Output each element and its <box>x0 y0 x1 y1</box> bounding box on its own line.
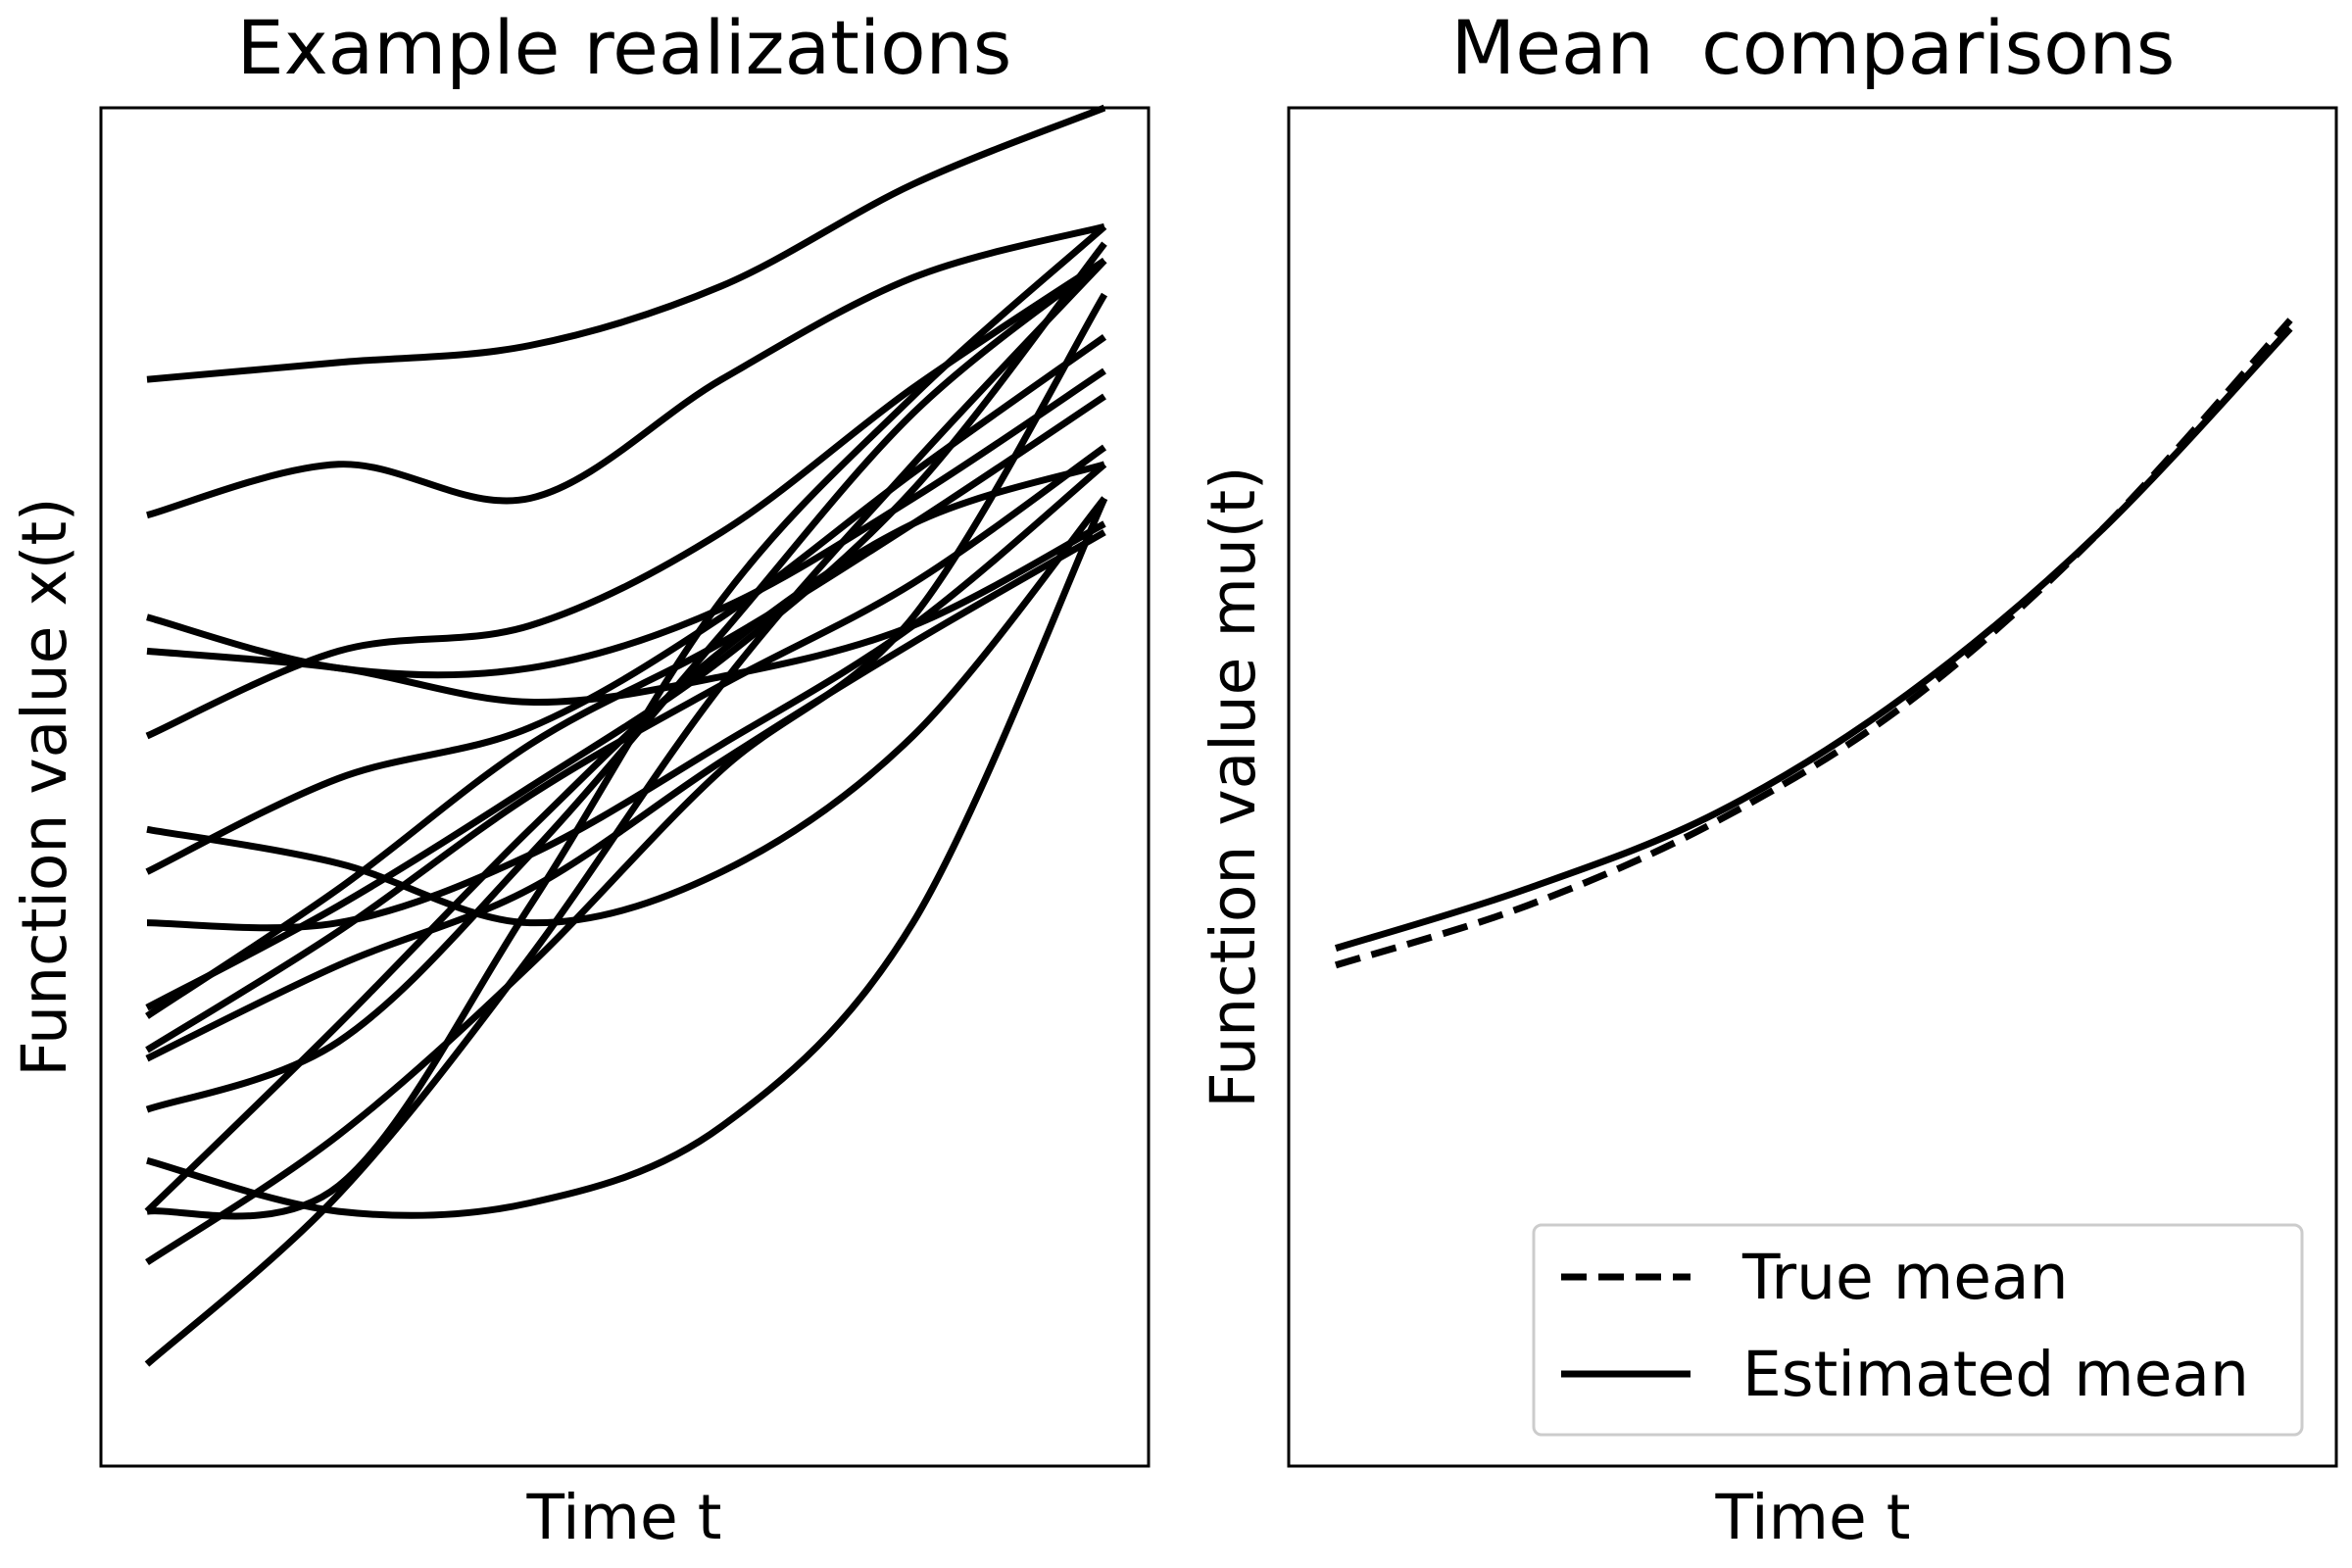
left-realization-18-line <box>146 104 1106 383</box>
left-y-axis-label: Function value x(t) <box>9 497 80 1076</box>
left-plot-lines <box>144 104 1108 1367</box>
right-plot-lines <box>1334 318 2293 969</box>
left-axes-frame <box>99 106 1151 1468</box>
left-panel: Example realizations Time t Function val… <box>9 4 1151 1553</box>
left-realization-15-line <box>146 368 1106 679</box>
left-chart-title: Example realizations <box>237 4 1012 91</box>
left-realization-1-line <box>144 258 1107 1367</box>
left-realization-10-line <box>145 258 1107 1113</box>
left-x-axis-label: Time t <box>526 1482 722 1553</box>
right-x-axis-label: Time t <box>1715 1482 1911 1553</box>
right-axes-frame <box>1287 106 2338 1468</box>
left-realization-11-line <box>146 462 1107 932</box>
left-realization-14-line <box>145 257 1106 740</box>
right-y-axis-label: Function value mu(t) <box>1198 466 1269 1107</box>
left-realization-17-line <box>146 222 1105 519</box>
left-realization-3-line <box>146 497 1108 1219</box>
legend-box <box>1532 1223 2304 1437</box>
left-realization-12-line <box>146 496 1107 927</box>
right-panel: Mean comparisons Time t Function value m… <box>1198 4 2338 1553</box>
right-true-mean-line <box>1334 318 2293 969</box>
left-realization-6-line <box>145 393 1106 1019</box>
legend: True mean Estimated mean <box>1532 1223 2304 1437</box>
right-estimated-mean-line <box>1334 325 2293 952</box>
legend-estimated-mean-label: Estimated mean <box>1742 1339 2249 1410</box>
legend-true-mean-label: True mean <box>1741 1242 2069 1313</box>
left-realization-2-line <box>145 292 1108 1266</box>
left-realization-4-line <box>145 529 1106 1062</box>
right-chart-title: Mean comparisons <box>1451 4 2176 91</box>
left-realization-16-line <box>145 334 1107 875</box>
